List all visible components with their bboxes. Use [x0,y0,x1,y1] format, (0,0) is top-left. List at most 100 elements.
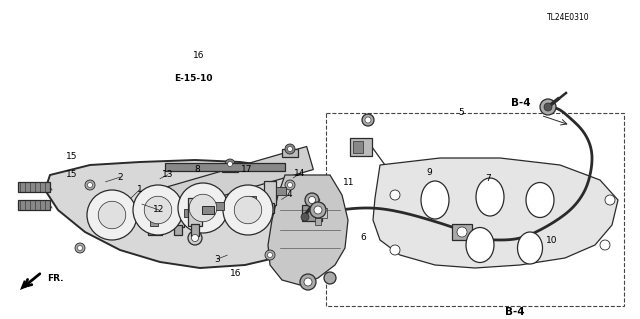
Polygon shape [162,146,314,211]
Ellipse shape [476,178,504,216]
Bar [150,218,158,226]
Text: 1: 1 [137,185,142,194]
Bar [18,182,50,192]
Circle shape [75,243,85,253]
Circle shape [265,250,275,260]
Bar [276,187,286,195]
Text: B-4: B-4 [511,98,531,108]
Ellipse shape [526,182,554,218]
Circle shape [85,180,95,190]
Bar [266,203,274,213]
Bar [18,200,50,210]
Circle shape [362,114,374,126]
Bar [302,205,322,221]
Circle shape [301,213,309,221]
Text: 10: 10 [546,236,557,245]
Text: E-15-10: E-15-10 [174,74,212,83]
Circle shape [191,234,198,241]
Circle shape [605,195,615,205]
Text: 11: 11 [343,178,355,187]
Text: B-4: B-4 [506,307,525,317]
Text: 12: 12 [153,205,164,214]
Polygon shape [268,175,348,285]
Bar [246,196,256,204]
Bar [174,225,182,235]
Circle shape [77,246,83,250]
Circle shape [540,99,556,115]
Bar [315,208,327,218]
Circle shape [178,183,228,233]
Bar [191,224,199,236]
Text: 6: 6 [361,233,366,242]
Polygon shape [282,149,298,157]
Text: 7: 7 [485,174,490,183]
Circle shape [88,182,93,188]
Bar [202,196,214,220]
Bar [204,218,212,228]
Text: 8: 8 [195,165,200,174]
Circle shape [99,201,125,229]
Circle shape [305,193,319,207]
Circle shape [234,196,262,224]
Bar [452,224,472,240]
Circle shape [304,278,312,286]
Circle shape [188,231,202,245]
Polygon shape [45,160,320,268]
Text: 5: 5 [458,108,463,117]
Polygon shape [20,280,30,290]
Bar [165,163,285,171]
Bar [350,138,372,156]
Bar [264,181,276,205]
Bar [188,198,202,226]
Text: 15: 15 [66,170,77,179]
Circle shape [544,103,552,111]
Circle shape [310,202,326,218]
Circle shape [390,245,400,255]
Text: 16: 16 [193,51,204,60]
Text: 2: 2 [118,173,123,182]
Circle shape [225,159,235,169]
Bar [148,225,162,235]
Bar [353,141,363,153]
Text: 14: 14 [294,169,305,178]
Circle shape [390,190,400,200]
Bar [184,209,194,217]
Circle shape [285,144,295,154]
Bar [202,206,214,214]
Bar [214,202,224,210]
Circle shape [314,206,322,214]
Text: 13: 13 [162,170,173,179]
Circle shape [365,117,371,123]
Circle shape [144,196,172,224]
Text: 4: 4 [287,190,292,199]
Text: 17: 17 [241,165,252,174]
Circle shape [324,272,336,284]
Circle shape [189,194,217,222]
Circle shape [287,146,292,152]
Bar [172,203,184,227]
Circle shape [223,185,273,235]
Ellipse shape [518,232,543,264]
Bar [234,190,246,214]
Circle shape [285,180,295,190]
Circle shape [300,274,316,290]
Bar [315,205,321,225]
Ellipse shape [466,227,494,263]
Circle shape [287,182,292,188]
Text: 16: 16 [230,269,241,278]
Bar [236,212,244,222]
Text: FR.: FR. [47,274,63,283]
Circle shape [227,161,232,167]
Circle shape [600,240,610,250]
Circle shape [87,190,137,240]
Text: 3: 3 [215,255,220,263]
Polygon shape [373,158,618,268]
Circle shape [308,197,316,204]
Text: 15: 15 [66,152,77,161]
Ellipse shape [421,181,449,219]
Circle shape [457,227,467,237]
Text: TL24E0310: TL24E0310 [547,13,589,22]
Circle shape [133,185,183,235]
Polygon shape [222,164,238,172]
Circle shape [268,253,273,257]
